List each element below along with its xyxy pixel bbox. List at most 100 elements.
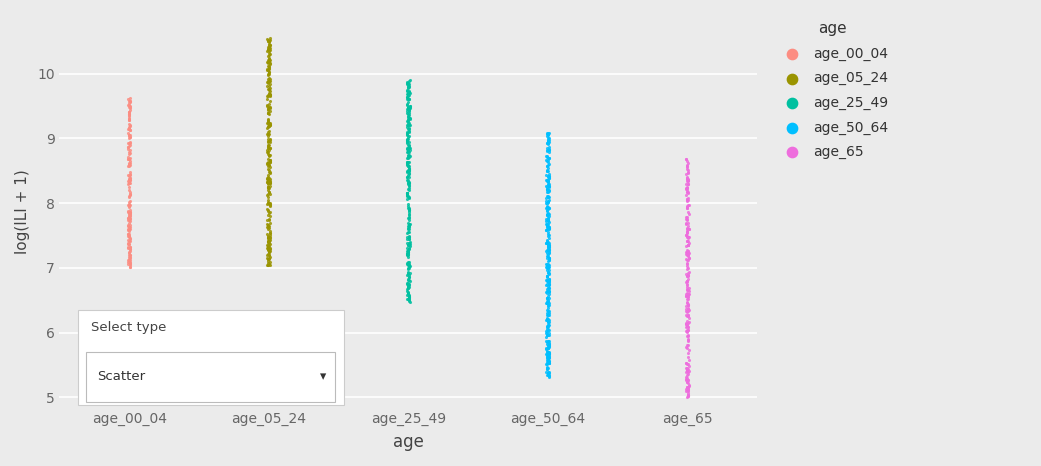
Point	[400, 251, 416, 259]
Point	[401, 220, 417, 228]
Point	[539, 356, 556, 364]
Point	[540, 255, 557, 263]
Point	[262, 245, 279, 252]
Point	[399, 158, 415, 166]
Point	[538, 132, 555, 140]
Point	[122, 134, 138, 141]
Point	[259, 224, 276, 231]
Point	[401, 291, 417, 298]
Point	[259, 79, 276, 86]
Point	[401, 115, 417, 122]
Point	[399, 101, 415, 109]
Text: Scatter: Scatter	[97, 370, 145, 384]
Point	[401, 281, 417, 289]
Point	[261, 93, 278, 100]
Point	[679, 375, 695, 382]
Point	[680, 241, 696, 249]
Point	[121, 233, 137, 240]
Point	[679, 205, 695, 212]
Point	[261, 247, 278, 255]
Point	[539, 309, 556, 316]
Point	[538, 332, 555, 339]
Point	[260, 62, 277, 70]
Point	[538, 252, 555, 260]
Point	[260, 122, 277, 130]
Point	[122, 191, 138, 199]
Point	[680, 226, 696, 233]
Point	[401, 124, 417, 131]
Point	[259, 142, 276, 149]
Point	[538, 152, 555, 160]
Point	[538, 221, 555, 228]
Point	[401, 165, 417, 173]
Point	[399, 90, 415, 98]
Point	[401, 233, 417, 241]
Point	[539, 211, 556, 218]
Point	[401, 214, 417, 221]
Point	[399, 100, 415, 107]
Point	[400, 113, 416, 121]
Point	[401, 206, 417, 214]
Point	[261, 144, 278, 152]
Point	[260, 55, 277, 62]
Point	[399, 144, 415, 151]
Point	[539, 370, 556, 377]
Point	[122, 139, 138, 146]
Point	[401, 295, 417, 302]
Point	[540, 205, 557, 212]
Point	[261, 87, 278, 95]
Point	[401, 223, 417, 231]
Point	[400, 285, 416, 292]
Point	[539, 232, 556, 240]
Point	[679, 189, 695, 196]
Point	[538, 365, 555, 372]
Point	[401, 274, 417, 281]
Point	[399, 162, 415, 169]
Point	[540, 289, 557, 296]
Point	[121, 237, 137, 245]
Point	[401, 233, 417, 241]
Point	[259, 178, 276, 186]
Point	[401, 235, 417, 243]
Point	[681, 315, 697, 322]
Point	[261, 158, 278, 165]
Point	[539, 237, 556, 245]
Point	[400, 290, 416, 298]
Point	[260, 207, 277, 215]
Point	[540, 246, 557, 254]
Point	[538, 300, 555, 307]
Point	[539, 329, 556, 336]
Point	[401, 170, 417, 177]
Point	[259, 102, 276, 110]
Point	[260, 199, 277, 207]
Point	[121, 179, 137, 186]
Point	[539, 311, 556, 319]
Point	[538, 260, 555, 267]
Point	[538, 240, 555, 247]
Point	[120, 214, 136, 222]
Point	[538, 299, 555, 306]
Point	[679, 246, 695, 254]
Point	[121, 110, 137, 118]
Point	[399, 80, 415, 87]
Point	[259, 243, 276, 251]
Point	[121, 251, 137, 259]
Point	[401, 144, 417, 151]
Point	[260, 89, 277, 96]
Point	[259, 161, 276, 168]
Point	[400, 144, 416, 151]
Point	[539, 280, 556, 288]
Point	[401, 295, 417, 302]
Point	[541, 279, 558, 286]
Point	[538, 249, 555, 256]
Point	[679, 299, 695, 306]
Point	[261, 200, 278, 208]
Point	[680, 391, 696, 399]
Point	[400, 167, 416, 175]
Point	[259, 65, 276, 73]
Point	[679, 248, 695, 256]
Point	[399, 130, 415, 137]
Point	[121, 172, 137, 180]
Point	[399, 105, 415, 112]
Point	[680, 323, 696, 331]
